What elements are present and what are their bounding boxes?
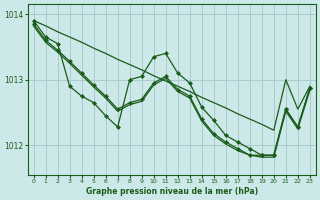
X-axis label: Graphe pression niveau de la mer (hPa): Graphe pression niveau de la mer (hPa) bbox=[86, 187, 258, 196]
